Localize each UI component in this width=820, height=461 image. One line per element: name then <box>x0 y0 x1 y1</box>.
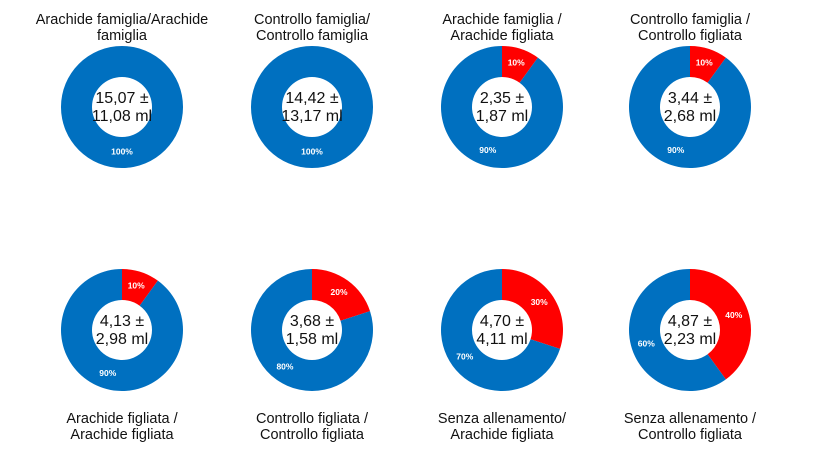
slice-label: 30% <box>531 297 548 307</box>
slice-label: 100% <box>301 146 323 156</box>
donut-6: 20% 80% 3,68 ±1,58 ml Controllo figliata /C… <box>250 269 373 443</box>
center-value: 4,11 ml <box>476 331 527 348</box>
negative-slice <box>60 45 184 169</box>
chart-title: Controllo figliata <box>260 427 365 443</box>
positive-slice <box>122 269 158 306</box>
slice-label: 90% <box>667 145 684 155</box>
slice-label: 90% <box>479 145 496 155</box>
center-value: 2,35 ± <box>480 90 525 107</box>
chart-title: Controllo figliata <box>638 28 743 44</box>
slice-label: 90% <box>99 368 116 378</box>
center-value: 4,70 ± <box>480 313 525 330</box>
chart-title: Senza allenamento / <box>624 411 757 427</box>
chart-title: Arachide figliata <box>70 427 174 443</box>
slice-label: 70% <box>456 351 473 361</box>
center-value: 3,44 ± <box>668 90 713 107</box>
chart-title: Controllo figliata / <box>256 411 369 427</box>
donut-5: 10% 90% 4,13 ±2,98 ml Arachide figliata /Ar… <box>61 269 183 443</box>
chart-title: Arachide figliata / <box>66 411 178 427</box>
positive-slice <box>312 269 371 321</box>
center-value: 14,42 ± <box>285 90 338 107</box>
negative-slice <box>629 46 751 168</box>
negative-slice <box>250 45 374 169</box>
center-value: 15,07 ± <box>95 90 148 107</box>
slice-label: 60% <box>638 338 655 348</box>
center-value: 4,87 ± <box>668 313 713 330</box>
positive-slice <box>690 269 751 380</box>
negative-slice <box>250 269 373 391</box>
center-value: 1,58 ml <box>286 331 338 348</box>
center-value: 3,68 ± <box>290 313 335 330</box>
donut-7: 30% 70% 4,70 ±4,11 ml Senza allenamento/Ara… <box>438 269 567 443</box>
center-value: 13,17 ml <box>281 108 342 125</box>
chart-title: Senza allenamento/ <box>438 411 567 427</box>
center-value: 1,87 ml <box>476 108 528 125</box>
chart-title: Controllo figliata <box>638 427 743 443</box>
slice-label: 20% <box>331 287 348 297</box>
negative-slice <box>61 269 183 391</box>
donut-8: 40% 60% 4,87 ±2,23 ml Senza allenamento /Co… <box>624 269 757 443</box>
chart-title: Controllo famiglia/ <box>254 12 371 28</box>
negative-slice <box>440 46 563 168</box>
chart-title: Arachide figliata <box>450 427 554 443</box>
slice-label: 10% <box>128 281 145 291</box>
donut-1: 100% 15,07 ±11,08 ml Arachide famiglia/Ara… <box>36 12 208 169</box>
center-value: 2,68 ml <box>664 108 716 125</box>
negative-slice <box>441 269 561 392</box>
chart-title: Arachide figliata <box>450 28 554 44</box>
chart-title: Controllo famiglia <box>256 28 369 44</box>
slice-label: 40% <box>725 310 742 320</box>
slice-label: 10% <box>508 58 525 68</box>
donut-2: 100% 14,42 ±13,17 ml Controllo famiglia/Co… <box>250 12 374 169</box>
center-value: 4,13 ± <box>100 313 145 330</box>
donut-4: 10% 90% 3,44 ±2,68 ml Controllo famiglia /C… <box>629 12 751 168</box>
chart-title: Arachide famiglia / <box>442 12 562 28</box>
center-value: 2,98 ml <box>96 331 148 348</box>
slice-label: 100% <box>111 146 133 156</box>
center-value: 2,23 ml <box>664 331 716 348</box>
positive-slice <box>502 269 564 349</box>
positive-slice <box>502 46 538 83</box>
slice-label: 10% <box>696 58 713 68</box>
negative-slice <box>628 269 726 392</box>
donut-3: 10% 90% 2,35 ±1,87 ml Arachide famiglia /Ar… <box>440 12 563 168</box>
chart-title: famiglia <box>97 28 148 44</box>
positive-slice <box>690 46 726 83</box>
center-value: 11,08 ml <box>92 108 152 125</box>
chart-title: Controllo famiglia / <box>630 12 751 28</box>
slice-label: 80% <box>276 361 293 371</box>
chart-title: Arachide famiglia/Arachide <box>36 12 208 28</box>
